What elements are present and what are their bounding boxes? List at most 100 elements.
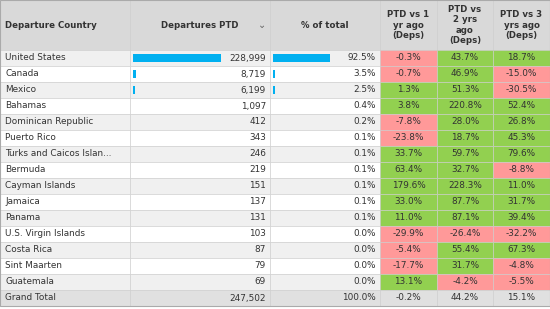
Text: -7.8%: -7.8%	[395, 117, 421, 126]
Text: Mexico: Mexico	[5, 86, 36, 95]
Bar	[0, 162, 130, 178]
Text: 0.0%: 0.0%	[354, 245, 376, 255]
Bar	[437, 66, 493, 82]
Bar	[0, 0, 130, 50]
Bar	[380, 114, 437, 130]
Bar	[437, 274, 493, 290]
Bar	[493, 178, 550, 194]
Text: -23.8%: -23.8%	[393, 133, 424, 142]
Text: 33.7%: 33.7%	[394, 150, 422, 159]
Text: 0.0%: 0.0%	[354, 261, 376, 270]
Bar	[437, 146, 493, 162]
Bar	[130, 146, 270, 162]
Bar	[380, 226, 437, 242]
Bar	[130, 66, 270, 82]
Bar	[380, 210, 437, 226]
Bar	[380, 274, 437, 290]
Text: 43.7%: 43.7%	[451, 53, 479, 62]
Text: -5.5%: -5.5%	[509, 277, 535, 286]
Bar	[133, 70, 136, 78]
Bar	[493, 194, 550, 210]
Text: Sint Maarten: Sint Maarten	[5, 261, 62, 270]
Bar	[0, 50, 130, 66]
Bar	[380, 290, 437, 306]
Text: Turks and Caicos Islan...: Turks and Caicos Islan...	[5, 150, 111, 159]
Bar	[493, 130, 550, 146]
Bar	[0, 210, 130, 226]
Text: 67.3%: 67.3%	[508, 245, 536, 255]
Text: -4.2%: -4.2%	[452, 277, 478, 286]
Text: 0.1%: 0.1%	[354, 197, 376, 206]
Bar	[493, 82, 550, 98]
Text: 247,502: 247,502	[229, 294, 266, 303]
Text: 1.3%: 1.3%	[397, 86, 420, 95]
Text: 31.7%: 31.7%	[451, 261, 479, 270]
Text: -8.8%: -8.8%	[509, 166, 535, 175]
Bar	[380, 258, 437, 274]
Bar	[437, 258, 493, 274]
Bar	[0, 146, 130, 162]
Text: 103: 103	[249, 230, 266, 239]
Text: 0.1%: 0.1%	[354, 166, 376, 175]
Bar	[437, 242, 493, 258]
Bar	[493, 66, 550, 82]
Text: 44.2%: 44.2%	[451, 294, 479, 303]
Bar	[380, 98, 437, 114]
Text: Puerto Rico: Puerto Rico	[5, 133, 56, 142]
Bar	[493, 0, 550, 50]
Bar	[270, 50, 380, 66]
Text: Dominican Republic: Dominican Republic	[5, 117, 94, 126]
Text: -0.3%: -0.3%	[395, 53, 421, 62]
Bar	[270, 82, 380, 98]
Text: 3.8%: 3.8%	[397, 101, 420, 111]
Bar	[270, 242, 380, 258]
Text: 343: 343	[249, 133, 266, 142]
Bar	[133, 54, 221, 62]
Text: Departures PTD: Departures PTD	[161, 20, 239, 29]
Bar	[437, 194, 493, 210]
Text: U.S. Virgin Islands: U.S. Virgin Islands	[5, 230, 85, 239]
Bar	[0, 178, 130, 194]
Bar	[380, 146, 437, 162]
Bar	[270, 162, 380, 178]
Text: -26.4%: -26.4%	[449, 230, 481, 239]
Bar	[493, 290, 550, 306]
Text: PTD vs 3
yrs ago
(Deps): PTD vs 3 yrs ago (Deps)	[500, 10, 542, 40]
Text: Canada: Canada	[5, 70, 38, 78]
Text: 11.0%: 11.0%	[508, 181, 536, 191]
Text: 8,719: 8,719	[241, 70, 266, 78]
Text: 26.8%: 26.8%	[507, 117, 536, 126]
Bar	[493, 114, 550, 130]
Bar	[0, 258, 130, 274]
Text: 87.1%: 87.1%	[451, 214, 479, 222]
Bar	[130, 242, 270, 258]
Bar	[437, 114, 493, 130]
Bar	[0, 98, 130, 114]
Bar	[270, 226, 380, 242]
Bar	[130, 210, 270, 226]
Bar	[130, 98, 270, 114]
Text: 51.3%: 51.3%	[451, 86, 479, 95]
Text: Panama: Panama	[5, 214, 40, 222]
Text: 92.5%: 92.5%	[348, 53, 376, 62]
Text: 1,097: 1,097	[241, 101, 266, 111]
Bar	[270, 114, 380, 130]
Text: 0.4%: 0.4%	[354, 101, 376, 111]
Bar	[130, 0, 270, 50]
Bar	[130, 130, 270, 146]
Text: 0.1%: 0.1%	[354, 150, 376, 159]
Bar	[380, 242, 437, 258]
Text: % of total: % of total	[301, 20, 349, 29]
Bar	[130, 258, 270, 274]
Text: Guatemala: Guatemala	[5, 277, 54, 286]
Bar	[493, 98, 550, 114]
Bar	[270, 210, 380, 226]
Text: 219: 219	[249, 166, 266, 175]
Bar	[0, 194, 130, 210]
Text: 59.7%: 59.7%	[451, 150, 479, 159]
Bar	[437, 210, 493, 226]
Text: 52.4%: 52.4%	[508, 101, 536, 111]
Bar	[270, 290, 380, 306]
Bar	[130, 82, 270, 98]
Bar	[270, 0, 380, 50]
